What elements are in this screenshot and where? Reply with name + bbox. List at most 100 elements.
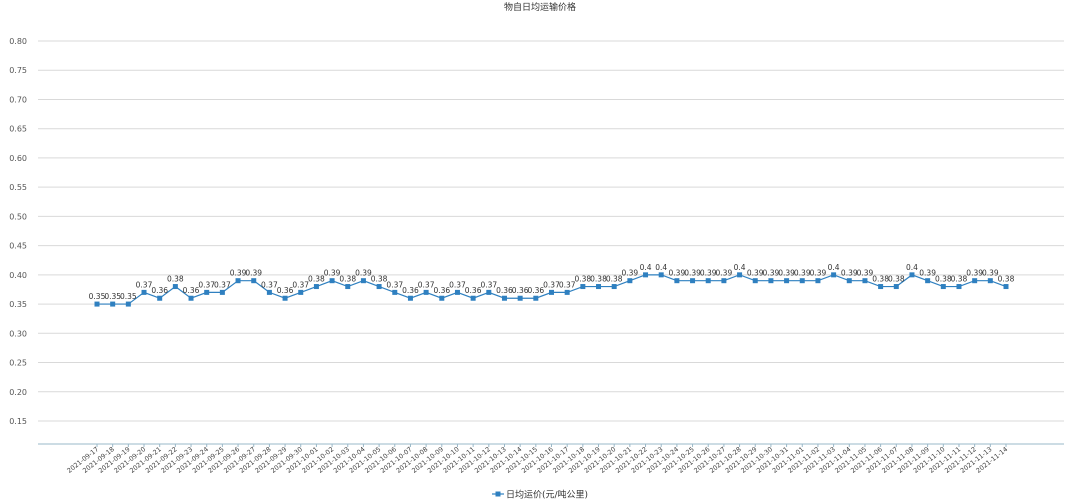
y-tick-label: 0.60 <box>9 154 27 163</box>
data-label: 0.36 <box>465 286 482 295</box>
data-label: 0.37 <box>292 280 309 289</box>
data-point <box>486 289 492 295</box>
data-label: 0.35 <box>120 292 137 301</box>
data-label: 0.37 <box>449 280 466 289</box>
data-label: 0.39 <box>810 269 827 278</box>
data-point <box>439 295 445 301</box>
data-point <box>564 289 570 295</box>
data-label: 0.4 <box>734 263 746 272</box>
data-label: 0.37 <box>386 280 403 289</box>
data-label: 0.38 <box>951 275 968 284</box>
y-tick-label: 0.75 <box>9 66 27 75</box>
data-label: 0.38 <box>590 275 607 284</box>
data-point <box>987 278 993 284</box>
data-label: 0.39 <box>716 269 733 278</box>
data-label: 0.37 <box>418 280 435 289</box>
data-label: 0.37 <box>559 280 576 289</box>
data-label: 0.35 <box>104 292 121 301</box>
y-tick-label: 0.45 <box>9 242 27 251</box>
data-point <box>940 284 946 290</box>
data-point <box>501 295 507 301</box>
data-point <box>360 278 366 284</box>
data-label: 0.39 <box>982 269 999 278</box>
data-label: 0.36 <box>496 286 513 295</box>
y-tick-label: 0.55 <box>9 183 27 192</box>
data-label: 0.36 <box>433 286 450 295</box>
data-label: 0.4 <box>655 263 667 272</box>
data-label: 0.38 <box>339 275 356 284</box>
data-label: 0.36 <box>527 286 544 295</box>
data-point <box>235 278 241 284</box>
series-line <box>97 274 1007 305</box>
data-point <box>345 284 351 290</box>
data-point <box>392 289 398 295</box>
data-label: 0.38 <box>167 275 184 284</box>
data-point <box>815 278 821 284</box>
data-label: 0.39 <box>355 269 372 278</box>
data-point <box>909 272 915 278</box>
data-point <box>611 284 617 290</box>
data-label: 0.37 <box>261 280 278 289</box>
y-tick-label: 0.70 <box>9 95 27 104</box>
legend-square-marker <box>495 491 501 497</box>
data-point <box>329 278 335 284</box>
data-point <box>533 295 539 301</box>
data-point <box>643 272 649 278</box>
data-point <box>172 284 178 290</box>
data-point <box>768 278 774 284</box>
data-point <box>862 278 868 284</box>
legend: 日均运价(元/吨公里) <box>492 489 588 501</box>
data-label: 0.39 <box>669 269 686 278</box>
data-label: 0.38 <box>935 275 952 284</box>
data-label: 0.38 <box>606 275 623 284</box>
chart-title: 物自日均运输价格 <box>504 1 576 13</box>
data-label: 0.39 <box>857 269 874 278</box>
y-tick-label: 0.20 <box>9 388 27 397</box>
y-tick-label: 0.30 <box>9 329 27 338</box>
data-label: 0.38 <box>872 275 889 284</box>
data-label: 0.35 <box>89 292 106 301</box>
data-label: 0.37 <box>543 280 560 289</box>
y-tick-label: 0.40 <box>9 271 27 280</box>
data-point <box>549 289 554 295</box>
data-point <box>298 289 304 295</box>
data-point <box>893 284 899 290</box>
data-label: 0.39 <box>245 269 262 278</box>
data-label: 0.39 <box>622 269 639 278</box>
data-label: 0.37 <box>198 280 215 289</box>
data-point <box>627 278 633 284</box>
y-tick-label: 0.80 <box>9 37 27 46</box>
data-labels: 0.350.350.350.370.360.380.360.370.370.39… <box>89 263 1015 301</box>
data-point <box>674 278 680 284</box>
data-point <box>580 284 586 290</box>
data-label: 0.38 <box>888 275 905 284</box>
grid-lines <box>38 40 1064 422</box>
data-point <box>204 289 210 295</box>
data-point <box>596 284 602 290</box>
data-label: 0.39 <box>966 269 983 278</box>
y-tick-label: 0.35 <box>9 300 27 309</box>
data-point <box>972 278 978 284</box>
data-point <box>110 301 116 307</box>
data-point <box>784 278 790 284</box>
legend-label: 日均运价(元/吨公里) <box>506 489 588 501</box>
y-tick-label: 0.15 <box>9 417 27 426</box>
data-point <box>721 278 727 284</box>
data-point <box>266 289 272 295</box>
data-point <box>925 278 931 284</box>
data-label: 0.36 <box>151 286 168 295</box>
data-label: 0.39 <box>794 269 811 278</box>
data-point <box>658 272 664 278</box>
data-point <box>799 278 805 284</box>
data-point <box>705 278 711 284</box>
data-label: 0.39 <box>841 269 858 278</box>
data-point <box>752 278 758 284</box>
data-label: 0.38 <box>371 275 388 284</box>
data-point <box>141 289 147 295</box>
data-label: 0.39 <box>324 269 341 278</box>
data-point <box>1003 284 1009 290</box>
data-label: 0.38 <box>308 275 325 284</box>
data-point <box>470 295 476 301</box>
data-point <box>737 272 743 278</box>
